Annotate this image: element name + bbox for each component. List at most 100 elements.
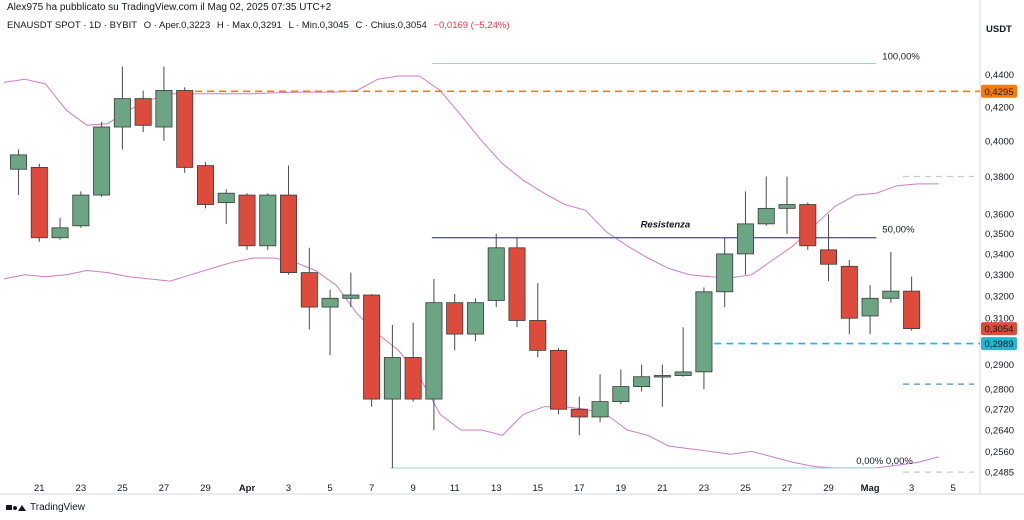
y-tick-label: 0,3500 (985, 229, 1014, 240)
candle-body (903, 290, 921, 330)
fib-0-label: 0,00% 0,00% (856, 456, 913, 467)
change-value: −0,0169 (−5,24%) (433, 20, 510, 31)
x-tick-label: 5 (327, 483, 332, 494)
candle-body (363, 294, 381, 400)
x-tick-label: 5 (951, 483, 956, 494)
open-value: O · Aper.0,3223 (143, 20, 211, 31)
x-tick-label: 21 (34, 483, 45, 494)
candle-body (113, 98, 131, 128)
x-tick-label: 25 (117, 483, 128, 494)
x-tick-label: 21 (657, 483, 668, 494)
candle-body (72, 194, 90, 227)
y-tick-label: 0,4000 (985, 136, 1014, 147)
candle-body (30, 167, 48, 239)
candle-body (487, 247, 505, 301)
y-tick-label: 0,2485 (985, 468, 1014, 479)
price-tag (981, 322, 1017, 336)
candle-body (612, 386, 630, 402)
candle-body (404, 357, 422, 400)
y-tick-label: 0,3800 (985, 172, 1014, 183)
y-tick-label: 0,3400 (985, 249, 1014, 260)
publisher-info: Alex975 ha pubblicato su TradingView.com… (7, 2, 332, 13)
candle-body (591, 401, 609, 418)
candle-body (321, 297, 339, 308)
candle-body (861, 297, 879, 317)
y-tick-label: 0,4400 (985, 70, 1014, 81)
candle-body (840, 265, 858, 319)
price-tag (981, 337, 1017, 351)
fib-50-label: 50,00% (882, 225, 915, 236)
candle-body (695, 291, 713, 373)
x-tick-label: 23 (76, 483, 87, 494)
y-tick-label: 0,2640 (985, 426, 1014, 437)
candle-body (466, 302, 484, 335)
y-tick-label: 0,2720 (985, 405, 1014, 416)
candle-body (757, 207, 775, 225)
candle-body (51, 227, 69, 239)
x-tick-label: 9 (411, 483, 416, 494)
resistance-label: Resistenza (641, 220, 691, 231)
candle-body (882, 290, 900, 299)
candle-body (508, 247, 526, 321)
brand-label: TradingView (30, 502, 86, 513)
x-tick-label: 7 (369, 483, 374, 494)
candle-body (134, 98, 152, 126)
x-tick-label: 23 (699, 483, 710, 494)
x-tick-label: 17 (574, 483, 585, 494)
fib-100-label: 100,00% (882, 51, 920, 62)
candle-body (342, 294, 360, 299)
x-tick-label: 29 (823, 483, 834, 494)
x-tick-label: 3 (286, 483, 291, 494)
x-tick-label: 11 (450, 483, 460, 494)
y-tick-label: 0,3100 (985, 314, 1014, 325)
close-value: C · Chius.0,3054 (355, 20, 427, 31)
candle-body (238, 194, 256, 247)
high-value: H · Max.0,3291 (216, 20, 282, 31)
candle-body (778, 204, 796, 209)
candle-body (716, 253, 734, 293)
candle-body (93, 126, 111, 196)
candle-body (383, 357, 401, 400)
price-tag-label: 0,3054 (984, 324, 1013, 335)
tradingview-logo-icon (6, 504, 26, 511)
low-value: L · Min.0,3045 (288, 20, 349, 31)
x-tick-label: Mag (861, 483, 880, 494)
candle-body (446, 302, 464, 335)
y-tick-label: 0,3300 (985, 270, 1014, 281)
x-tick-label: 29 (200, 483, 211, 494)
candle-body (550, 349, 568, 410)
x-tick-label: 15 (532, 483, 543, 494)
y-tick-label: 0,2560 (985, 447, 1014, 458)
footer: TradingView (6, 502, 85, 513)
candle-body (529, 320, 547, 351)
x-tick-label: 13 (491, 483, 502, 494)
candle-body (196, 165, 214, 205)
candle-body (155, 90, 173, 128)
candle-body (653, 375, 671, 378)
price-tag-label: 0,4295 (984, 87, 1013, 98)
y-tick-label: 0,4200 (985, 102, 1014, 113)
candle-body (300, 272, 318, 308)
currency-label: USDT (986, 24, 1012, 35)
price-tag (981, 84, 1017, 98)
candle-body (280, 194, 298, 273)
y-tick-label: 0,3200 (985, 292, 1014, 303)
candle-body (217, 192, 235, 204)
x-tick-label: 3 (909, 483, 914, 494)
candle-body (570, 408, 588, 418)
x-tick-label: 19 (616, 483, 627, 494)
candle-body (425, 302, 443, 400)
symbol-legend: ENAUSDT SPOT · 1D · BYBIT O · Aper.0,322… (7, 20, 514, 31)
x-tick-label: 27 (782, 483, 793, 494)
x-tick-label: Apr (239, 483, 256, 494)
x-tick-label: 25 (740, 483, 751, 494)
candle-body (736, 223, 754, 255)
symbol-name[interactable]: ENAUSDT SPOT · 1D · BYBIT (7, 20, 138, 31)
candle-body (10, 154, 28, 170)
y-tick-label: 0,2800 (985, 385, 1014, 396)
candle-body (633, 376, 651, 387)
price-tag-label: 0,2989 (984, 339, 1013, 350)
candle-body (176, 90, 194, 168)
candle-body (799, 204, 817, 247)
